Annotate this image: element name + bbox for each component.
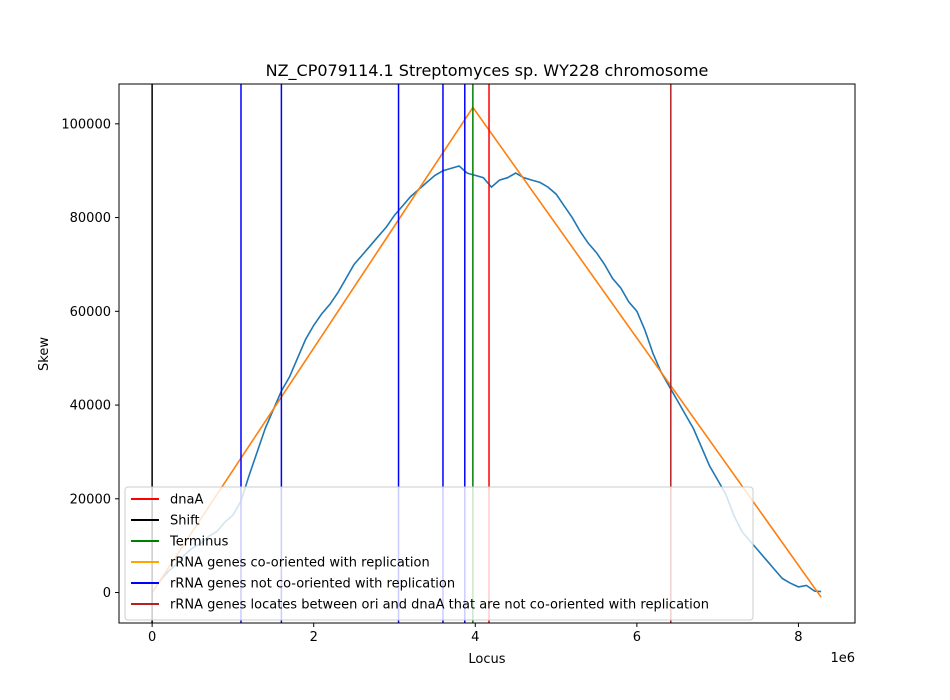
x-tick-label-4: 8 [794,630,802,645]
legend-label-3: rRNA genes co-oriented with replication [170,556,430,571]
plot-frame [118,83,856,624]
y-axis-ticks: 0 20000 40000 60000 80000 100000 [61,117,119,601]
x-tick-label-0: 0 [148,630,156,645]
legend-label-4: rRNA genes not co-oriented with replicat… [170,577,455,592]
y-tick-label-1: 20000 [70,492,111,507]
x-axis-offset-label: 1e6 [830,651,855,666]
chart-title: NZ_CP079114.1 Streptomyces sp. WY228 chr… [266,61,709,81]
legend-label-1: Shift [170,514,200,529]
y-tick-label-2: 40000 [70,399,111,414]
skew-series-line [151,165,822,593]
x-tick-label-1: 2 [310,630,318,645]
x-tick-label-2: 4 [471,630,479,645]
x-axis-ticks: 0 2 4 6 8 [148,623,803,645]
legend-label-2: Terminus [169,535,229,550]
y-tick-label-4: 80000 [70,211,111,226]
y-tick-label-3: 60000 [70,305,111,320]
x-axis-label: Locus [468,652,505,667]
legend: dnaA Shift Terminus rRNA genes co-oriented … [124,486,754,621]
y-tick-label-5: 100000 [61,117,111,132]
x-tick-label-3: 6 [633,630,641,645]
y-tick-label-0: 0 [103,586,111,601]
legend-box [124,486,754,621]
y-axis-label: Skew [37,337,52,371]
legend-label-5: rRNA genes locates between ori and dnaA … [170,598,709,613]
legend-label-0: dnaA [170,493,203,508]
